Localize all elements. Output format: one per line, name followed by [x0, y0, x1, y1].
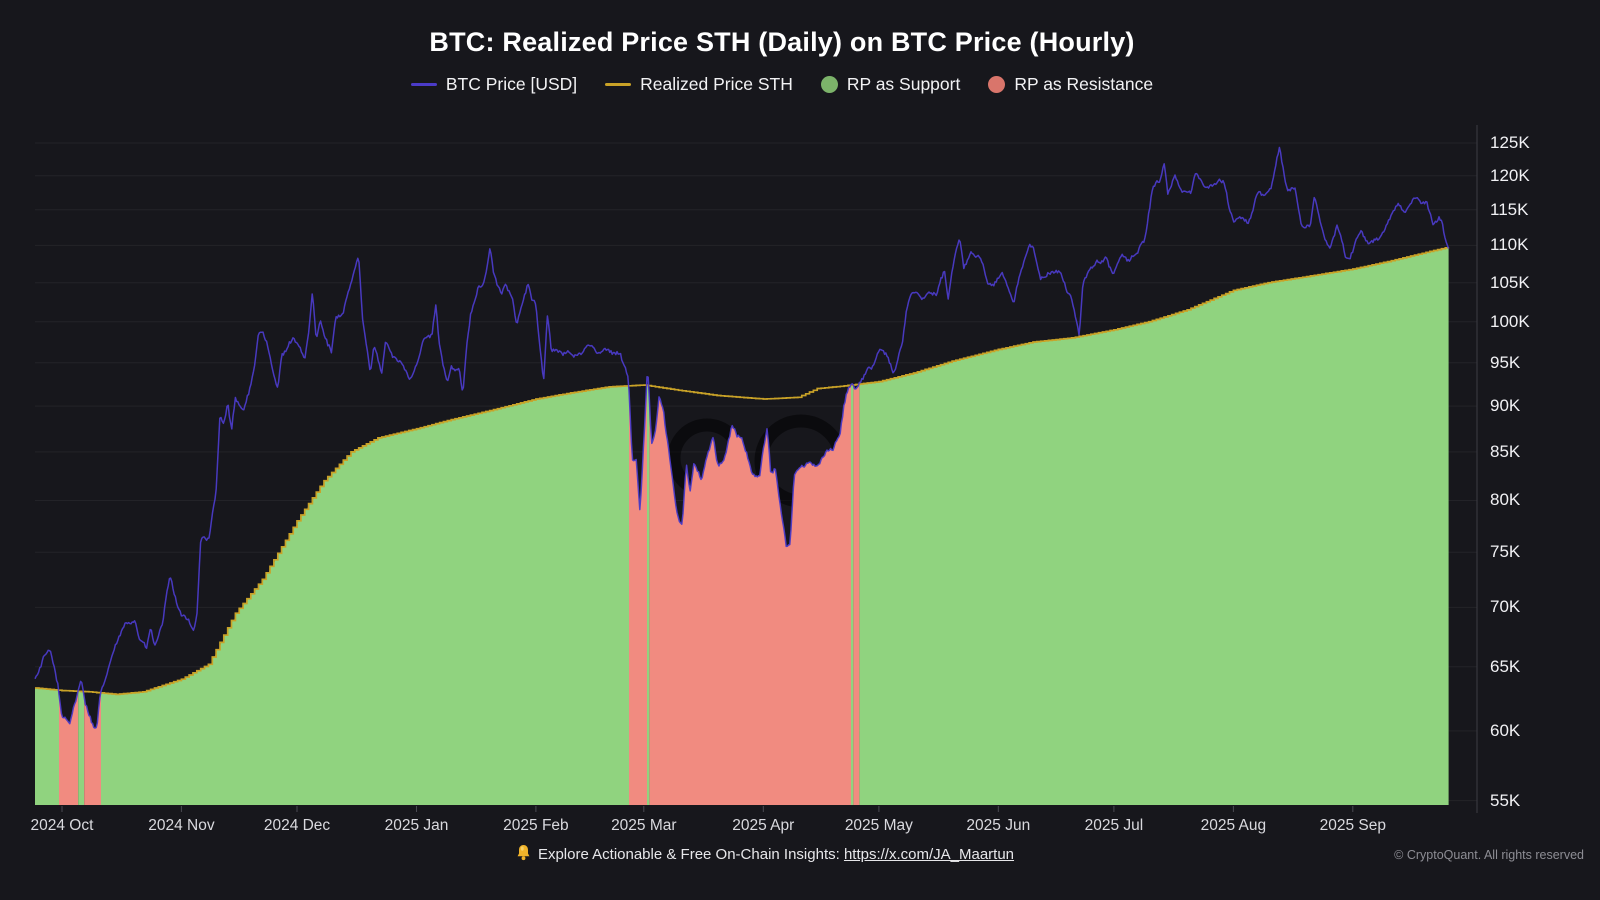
x-axis-label: 2024 Dec: [263, 817, 331, 834]
footer-link[interactable]: https://x.com/JA_Maartun: [843, 846, 1015, 863]
x-axis-label: 2025 Aug: [1200, 817, 1267, 834]
rp-as-support-swatch-dot-icon: [820, 76, 838, 93]
x-axis-label: 2025 Mar: [611, 817, 677, 834]
bell-icon: [517, 845, 530, 861]
footer-text: Explore Actionable & Free On-Chain Insig…: [537, 846, 844, 863]
x-axis-label: 2024 Nov: [148, 817, 215, 834]
rp-as-resistance-swatch-dot-icon: [988, 76, 1006, 93]
y-axis-label: 85K: [1490, 441, 1521, 461]
legend-label: RP as Support: [846, 74, 961, 94]
y-axis-label: 125K: [1490, 133, 1530, 152]
footer: Explore Actionable & Free On-Chain Insig…: [0, 842, 1530, 863]
x-axis-label: 2025 Apr: [732, 817, 795, 834]
x-axis-label: 2025 Jan: [384, 817, 449, 834]
legend: BTC Price [USD] Realized Price STH RP as S…: [0, 74, 1564, 95]
x-axis-label: 2025 Jun: [966, 817, 1031, 834]
y-axis-label: 110K: [1490, 235, 1529, 255]
btc-price-swatch-line-icon: [410, 83, 437, 86]
legend-label: RP as Resistance: [1014, 74, 1154, 94]
legend-label: Realized Price STH: [640, 74, 793, 94]
y-axis-label: 60K: [1490, 720, 1521, 740]
realized-price-sth-swatch-line-icon: [605, 83, 632, 86]
y-axis-label: 90K: [1490, 396, 1521, 416]
legend-item-rp-as-support[interactable]: RP as Support: [820, 74, 961, 95]
copyright: © CryptoQuant. All rights reserved: [1394, 848, 1584, 862]
y-axis-label: 115K: [1490, 199, 1529, 219]
y-axis-label: 120K: [1490, 165, 1530, 185]
legend-label: BTC Price [USD]: [445, 74, 578, 94]
legend-item-realized-price-sth[interactable]: Realized Price STH: [605, 74, 793, 95]
y-axis-label: 55K: [1490, 790, 1521, 810]
chart-title: BTC: Realized Price STH (Daily) on BTC P…: [429, 27, 1135, 57]
x-axis-label: 2025 Jul: [1084, 817, 1144, 834]
legend-item-btc-price[interactable]: BTC Price [USD]: [410, 74, 578, 95]
x-axis-label: 2025 Sep: [1319, 817, 1386, 834]
y-axis-label: 95K: [1490, 352, 1521, 372]
y-axis-label: 100K: [1490, 311, 1530, 331]
y-axis-label: 70K: [1490, 597, 1521, 617]
y-axis-label: 80K: [1490, 490, 1521, 510]
y-axis-label: 75K: [1490, 542, 1521, 562]
x-axis-label: 2024 Oct: [30, 817, 94, 834]
x-axis-label: 2025 Feb: [503, 817, 569, 834]
y-axis-label: 105K: [1490, 272, 1530, 292]
legend-item-rp-as-resistance[interactable]: RP as Resistance: [988, 74, 1153, 95]
y-axis-label: 65K: [1490, 656, 1521, 676]
x-axis-label: 2025 May: [844, 817, 913, 834]
